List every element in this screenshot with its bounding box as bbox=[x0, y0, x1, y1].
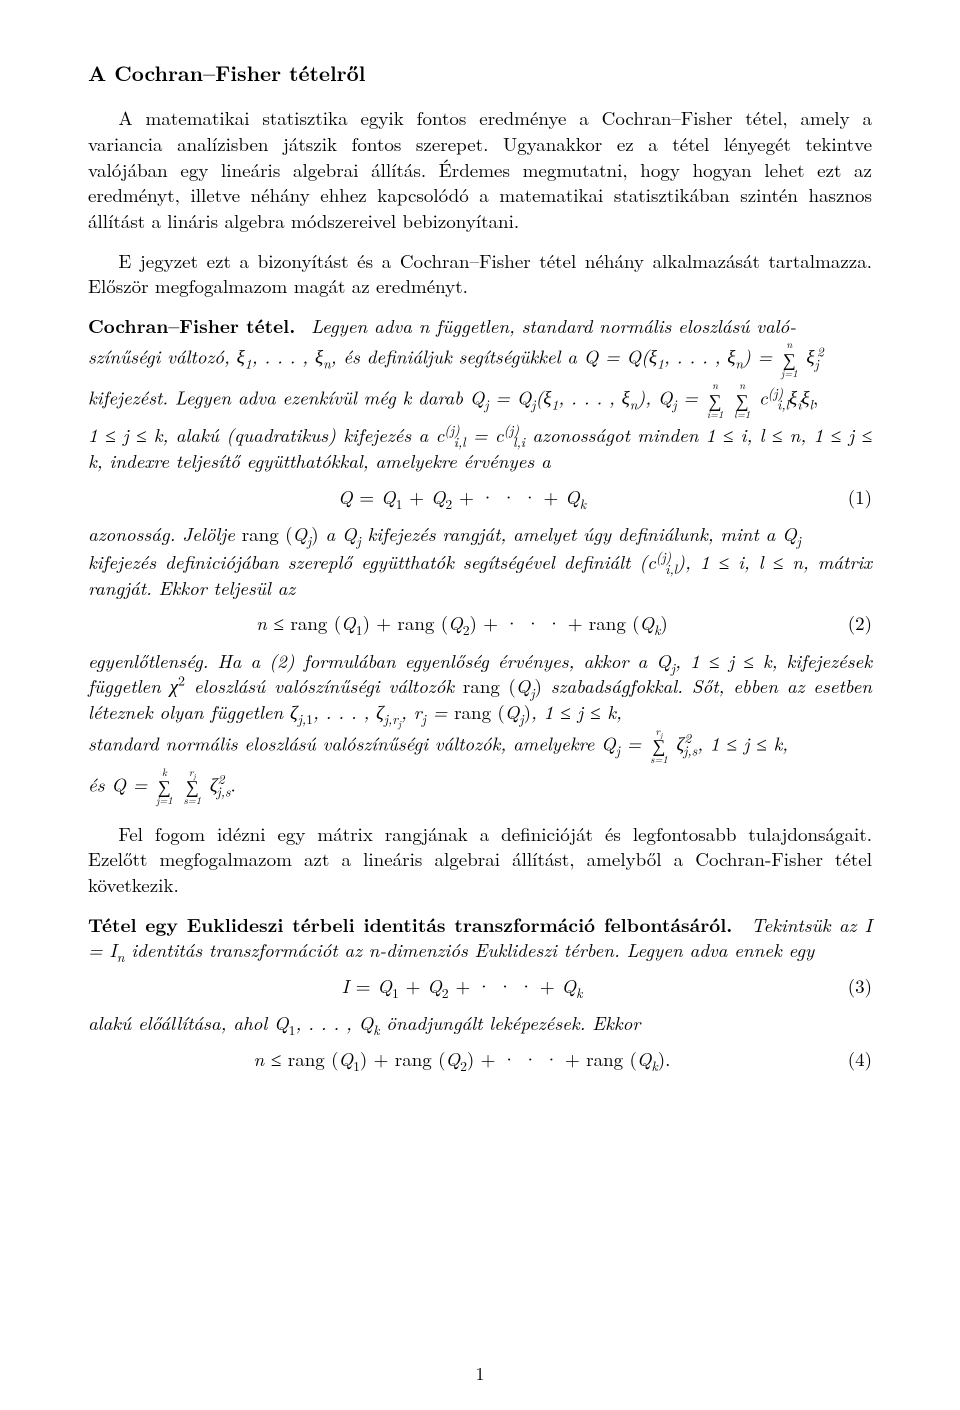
page-title: A Cochran–Fisher tételről bbox=[88, 60, 872, 87]
t: önadjungált leképezések. Ekkor bbox=[380, 1009, 641, 1036]
t: = Q bbox=[489, 384, 532, 411]
eq-tag-4: (4) bbox=[836, 1046, 872, 1072]
t: színűségi változó, ξ bbox=[88, 343, 245, 370]
sum-symbol: n∑l=1 bbox=[734, 381, 750, 420]
theorem-line-2: színűségi változó, ξ1, . . . , ξn, és de… bbox=[88, 340, 872, 379]
t: ) = bbox=[743, 343, 772, 370]
theorem-text-1: Legyen adva n független, standard normál… bbox=[311, 312, 796, 339]
sum-symbol: n∑i=1 bbox=[707, 381, 724, 420]
equation-1: Q = Q1 + Q2 + · · · + Qk (1) bbox=[88, 484, 872, 510]
t: azonosságot minden 1 ≤ i, l ≤ n, bbox=[525, 421, 806, 448]
theorem-label-2: Tétel egy Euklideszi térbeli identitás t… bbox=[88, 910, 732, 938]
theorem-euklideszi: Tétel egy Euklideszi térbeli identitás t… bbox=[88, 912, 872, 963]
t: , 1 ≤ j ≤ k, bbox=[697, 729, 788, 756]
theorem-euklideszi-2: alakú előállítása, ahol Q1, . . . , Qk ö… bbox=[88, 1010, 872, 1036]
t: , . . . , ξ bbox=[558, 384, 629, 411]
theorem-line-4: 1 ≤ j ≤ k, alakú (quadratikus) kifejezés… bbox=[88, 422, 872, 473]
t: , . . . , ξ bbox=[252, 343, 323, 370]
sum-symbol: rj∑s=1 bbox=[650, 727, 668, 766]
theorem-egyenlotlenseg2: standard normális eloszlású valószínűség… bbox=[88, 727, 872, 766]
theorem-egyenlotlenseg3: és Q = k∑j=1 rj∑s=1 ζ2j,s. bbox=[88, 768, 872, 807]
theorem-cochran-fisher: Cochran–Fisher tétel. Legyen adva n függ… bbox=[88, 313, 872, 339]
t: (ξ bbox=[536, 384, 552, 411]
sum-symbol: n∑j=1 bbox=[781, 340, 798, 379]
equation-2: n ≤ rang (Q1) + rang (Q2) + · · · + rang… bbox=[88, 610, 872, 636]
t: , és definiáljuk segítségükkel a Q = Q(ξ bbox=[331, 343, 657, 370]
t: = bbox=[677, 384, 698, 411]
paragraph-fel: Fel fogom idézni egy mátrix rangjának a … bbox=[88, 821, 872, 898]
t: egyenlőtlenség. Ha a (2) formulában egye… bbox=[88, 647, 671, 674]
page-number: 1 bbox=[0, 1362, 960, 1386]
equation-3: I = Q1 + Q2 + · · · + Qk (3) bbox=[88, 973, 872, 999]
t: , . . . , Q bbox=[295, 1009, 373, 1036]
t: azonosság. Jelölje bbox=[88, 520, 242, 547]
t: eloszlású valószínűségi változók bbox=[185, 672, 463, 699]
eq-tag-2: (2) bbox=[836, 610, 872, 636]
t: , r bbox=[401, 698, 422, 725]
t: kifejezés rangját, amelyet úgy definiálu… bbox=[361, 520, 797, 547]
t: 1 ≤ j ≤ k, alakú (quadratikus) kifejezés… bbox=[88, 421, 444, 448]
sum-symbol: k∑j=1 bbox=[156, 768, 173, 807]
eq-tag-1: (1) bbox=[836, 484, 872, 510]
t: kifejezést. Legyen adva ezenkívül még k … bbox=[88, 384, 484, 411]
t: a Q bbox=[319, 520, 357, 547]
equation-4: n ≤ rang (Q1) + rang (Q2) + · · · + rang… bbox=[88, 1046, 872, 1072]
t: alakú előállítása, ahol Q bbox=[88, 1009, 289, 1036]
intro-paragraph-1: A matematikai statisztika egyik fontos e… bbox=[88, 105, 872, 233]
theorem-line-3: kifejezést. Legyen adva ezenkívül még k … bbox=[88, 381, 872, 420]
sum-symbol: rj∑s=1 bbox=[183, 768, 201, 807]
eq-tag-3: (3) bbox=[836, 973, 872, 999]
t: identitás transzformációt az n-dimenziós… bbox=[124, 936, 814, 963]
t: , 1 ≤ j ≤ k, bbox=[531, 698, 622, 725]
theorem-line-azon2: kifejezés definiciójában szereplő együtt… bbox=[88, 549, 872, 600]
intro-paragraph-2: E jegyzet ezt a bizonyítást és a Cochran… bbox=[88, 248, 872, 299]
t: és Q = bbox=[88, 770, 154, 797]
t: , . . . , ζ bbox=[313, 698, 384, 725]
theorem-line-azon: azonosság. Jelölje rang (Qj) a Qj kifeje… bbox=[88, 521, 872, 547]
theorem-egyenlotlenseg: egyenlőtlenség. Ha a (2) formulában egye… bbox=[88, 648, 872, 725]
t: standard normális eloszlású valószínűség… bbox=[88, 729, 616, 756]
t: ), Q bbox=[637, 384, 672, 411]
t: = bbox=[426, 698, 454, 725]
theorem-label: Cochran–Fisher tétel. bbox=[88, 311, 295, 339]
t: = bbox=[620, 729, 648, 756]
t: kifejezés definiciójában szereplő együtt… bbox=[88, 548, 656, 575]
t: = c bbox=[466, 421, 504, 448]
t: , . . . , ξ bbox=[664, 343, 735, 370]
